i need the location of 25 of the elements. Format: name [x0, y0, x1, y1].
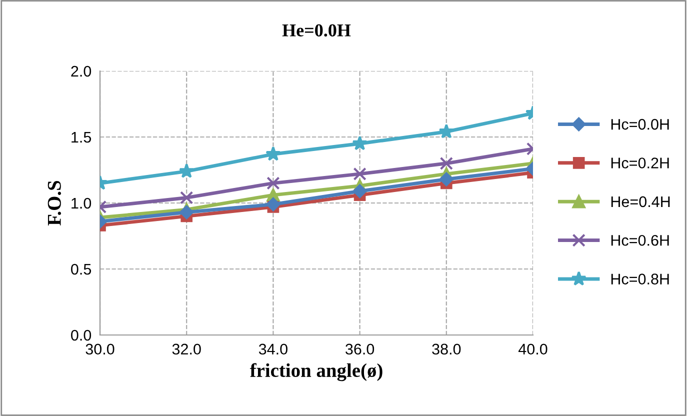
y-tick-label: 1.5 [72, 132, 92, 143]
x-tick-label: 38.0 [432, 344, 461, 355]
legend-label: Hc=0.8H [611, 274, 669, 284]
y-tick-label: 0.0 [71, 330, 92, 341]
x-tick-label: 40.0 [518, 344, 548, 355]
point [352, 136, 368, 150]
y-tick-label: 2.0 [71, 66, 92, 77]
y-tick-label: 1.0 [72, 198, 92, 209]
chart-title: He=0.0H [282, 24, 351, 37]
x-tick-label: 32.0 [172, 344, 201, 355]
point [266, 176, 280, 190]
legend-label: Hc=0.0H [611, 118, 669, 130]
legend-label: Hc=0.2H [611, 158, 669, 168]
legend-label: Hc=0.6H [611, 234, 669, 246]
point [353, 167, 366, 181]
point [266, 197, 280, 212]
y-axis-title: F.O.S [48, 180, 62, 226]
x-tick-label: 34.0 [258, 344, 288, 355]
x-tick-label: 30.0 [86, 344, 114, 355]
point [352, 184, 367, 198]
legend-label: He=0.4H [611, 196, 670, 208]
x-tick-label: 36.0 [346, 344, 374, 355]
point [266, 146, 281, 161]
x-axis-title: friction angle(ø) [250, 363, 382, 382]
y-tick-label: 0.5 [71, 264, 92, 275]
